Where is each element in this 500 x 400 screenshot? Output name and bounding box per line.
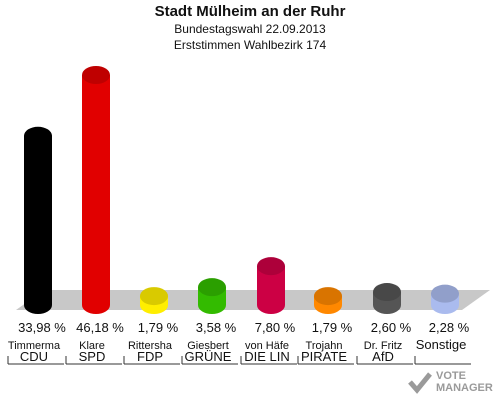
bar-spd xyxy=(82,66,110,314)
value-label: 3,58 % xyxy=(196,320,237,335)
bar-cdu xyxy=(24,126,52,314)
party-label: GRÜNE xyxy=(185,349,232,364)
checkmark-icon xyxy=(408,372,432,394)
party-label: CDU xyxy=(20,349,48,364)
bar-sonstige xyxy=(431,284,459,314)
party-label: FDP xyxy=(137,349,163,364)
value-label: 2,28 % xyxy=(429,320,470,335)
party-label: AfD xyxy=(372,349,394,364)
bar-die-lin xyxy=(257,257,285,314)
bar-fdp xyxy=(140,287,168,314)
candidate-label: Klare xyxy=(79,340,105,352)
bar-afd xyxy=(373,283,401,314)
value-label: 1,79 % xyxy=(312,320,353,335)
vote-manager-logo: VOTE MANAGER xyxy=(404,368,496,398)
value-label: 7,80 % xyxy=(255,320,296,335)
value-label: 2,60 % xyxy=(371,320,412,335)
chart-subtitle-2: Erststimmen Wahlbezirk 174 xyxy=(173,38,327,52)
party-label: DIE LIN xyxy=(244,349,290,364)
party-label: PIRATE xyxy=(301,349,347,364)
party-label: SPD xyxy=(79,349,106,364)
bar-gr-ne xyxy=(198,278,226,314)
watermark-line-1: VOTE xyxy=(436,370,466,382)
chart-title: Stadt Mülheim an der Ruhr xyxy=(154,3,346,20)
candidate-label: von Häfe xyxy=(245,340,289,352)
candidate-label: Dr. Fritz xyxy=(364,340,403,352)
chart-floor xyxy=(16,290,490,310)
value-label: 46,18 % xyxy=(76,320,124,335)
candidate-label: Timmerma xyxy=(8,340,61,352)
value-label: 33,98 % xyxy=(18,320,66,335)
candidate-label: Rittersha xyxy=(128,340,173,352)
candidate-label: Trojahn xyxy=(306,340,343,352)
bar-pirate xyxy=(314,287,342,314)
party-label: Sonstige xyxy=(416,337,467,352)
value-label: 1,79 % xyxy=(138,320,179,335)
watermark-line-2: MANAGER xyxy=(436,382,493,394)
chart-subtitle: Bundestagswahl 22.09.2013 xyxy=(174,22,326,36)
candidate-label: Giesbert xyxy=(187,340,229,352)
